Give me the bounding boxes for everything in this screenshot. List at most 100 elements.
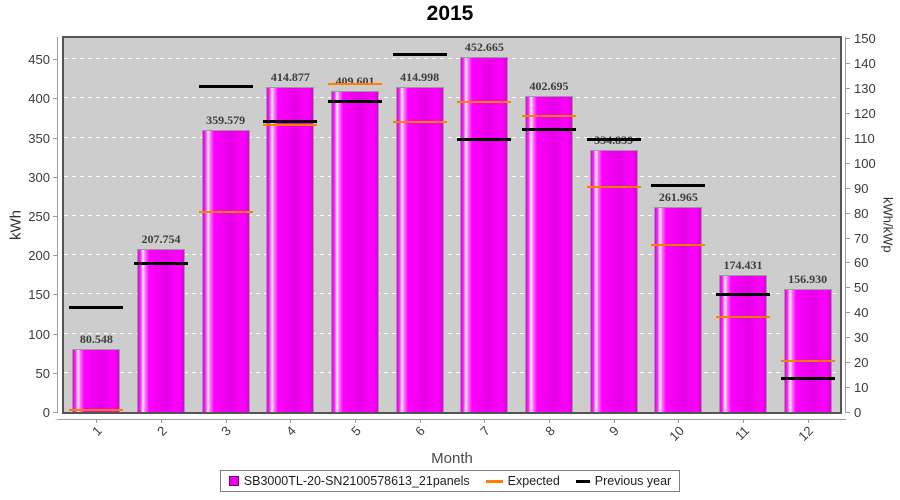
chart-title: 2015 [426, 2, 474, 25]
bar-month-6 [395, 86, 444, 412]
left-tickmark-300 [53, 176, 57, 178]
left-tickmark-50 [53, 372, 57, 374]
left-tickmark-250 [53, 216, 57, 217]
gridline-100 [64, 332, 840, 334]
right-tick-label-100: 100 [854, 155, 876, 171]
expected-line-month-5 [328, 82, 382, 85]
bar-month-5 [331, 90, 379, 412]
right-tick-label-30: 30 [854, 330, 869, 346]
bar-value-label-month-3: 359.579 [206, 113, 246, 128]
x-tick-label-2: 2 [153, 423, 170, 439]
bar-value-label-month-2: 207.754 [141, 232, 181, 247]
right-tick-label-50: 50 [854, 280, 869, 296]
legend-series-label: SB3000TL-20-SN2100578613_21panels [243, 474, 470, 488]
bar-value-label-month-8: 402.695 [529, 79, 569, 94]
right-tickmark-40 [846, 312, 850, 314]
expected-line-month-10 [651, 244, 706, 246]
x-tick-label-12: 12 [795, 423, 817, 444]
bar-month-1 [72, 348, 121, 412]
right-tickmark-150 [846, 38, 850, 39]
x-tick-label-6: 6 [412, 423, 429, 439]
bar-month-2 [137, 249, 185, 412]
expected-line-month-12 [780, 360, 835, 362]
bar-month-10 [654, 206, 703, 412]
left-tick-label-200: 200 [28, 248, 50, 264]
previous-year-line-month-9 [586, 137, 641, 141]
right-tick-label-20: 20 [854, 355, 869, 371]
expected-line-swatch-icon [485, 479, 503, 483]
right-axis-title: kWh/kWp [880, 197, 896, 253]
right-tick-label-40: 40 [854, 305, 869, 321]
previous-year-line-month-5 [328, 100, 382, 103]
bottom-axis-line [57, 419, 846, 420]
right-tickmark-80 [846, 212, 850, 214]
right-tickmark-120 [846, 112, 850, 114]
gridline-150 [64, 293, 840, 295]
expected-line-month-7 [457, 101, 512, 104]
left-tickmark-0 [53, 412, 57, 413]
right-tickmark-130 [846, 87, 850, 89]
x-tickmark-8 [549, 419, 550, 423]
x-tickmark-9 [613, 419, 615, 423]
left-tick-label-300: 300 [28, 169, 50, 185]
left-tick-label-50: 50 [35, 365, 50, 381]
right-tick-label-120: 120 [854, 105, 876, 121]
right-tick-label-140: 140 [854, 55, 876, 71]
right-tick-label-0: 0 [854, 405, 862, 420]
previous-year-line-month-2 [134, 261, 188, 265]
right-tick-label-130: 130 [854, 80, 876, 96]
expected-line-month-3 [198, 211, 253, 214]
gridline-300 [64, 175, 840, 177]
x-axis-title: Month [431, 450, 473, 467]
bar-value-label-month-10: 261.965 [658, 189, 698, 204]
right-tickmark-10 [846, 387, 850, 389]
right-tickmark-0 [846, 412, 850, 413]
x-tick-label-3: 3 [218, 423, 235, 439]
x-tickmark-4 [290, 419, 292, 423]
right-tickmark-90 [846, 187, 850, 189]
right-tick-label-90: 90 [854, 180, 869, 196]
previous-year-line-month-10 [651, 183, 706, 187]
previous-year-line-month-4 [263, 119, 318, 123]
legend-previous-label: Previous year [594, 474, 672, 488]
x-tickmark-10 [678, 419, 680, 423]
bar-value-label-month-1: 80.548 [79, 331, 113, 346]
x-tickmark-3 [225, 419, 227, 423]
gridline-50 [64, 371, 840, 373]
legend: SB3000TL-20-SN2100578613_21panels Expect… [219, 470, 681, 492]
x-tickmark-12 [807, 419, 809, 423]
x-tick-label-10: 10 [666, 423, 687, 444]
bar-value-label-month-12: 156.930 [788, 272, 828, 286]
gridline-250 [64, 214, 840, 216]
series-swatch-icon [228, 476, 239, 486]
bar-month-4 [266, 86, 315, 412]
legend-row: SB3000TL-20-SN2100578613_21panels Expect… [0, 470, 900, 492]
x-tickmark-5 [355, 419, 356, 423]
previous-year-line-month-7 [457, 138, 512, 142]
x-tickmark-7 [484, 419, 486, 423]
right-tick-label-60: 60 [854, 255, 869, 271]
right-tickmark-20 [846, 362, 850, 364]
left-tickmark-150 [53, 294, 57, 296]
right-tick-label-150: 150 [854, 31, 876, 46]
left-tickmark-100 [53, 333, 57, 335]
left-tick-label-150: 150 [28, 287, 50, 303]
left-tick-label-0: 0 [42, 405, 50, 420]
expected-line-month-8 [522, 115, 576, 118]
right-tickmark-140 [846, 62, 850, 64]
x-tick-label-1: 1 [89, 423, 105, 439]
legend-expected-label: Expected [507, 474, 560, 488]
bar-month-7 [460, 57, 509, 412]
gridline-350 [64, 136, 840, 138]
x-tick-label-4: 4 [283, 423, 299, 439]
bar-month-3 [201, 130, 250, 412]
bar-month-9 [589, 149, 638, 412]
left-tickmark-200 [53, 255, 57, 257]
previous-year-line-month-3 [198, 85, 253, 89]
left-tick-label-100: 100 [28, 326, 50, 342]
gridline-400 [64, 97, 840, 99]
x-tick-label-5: 5 [347, 423, 364, 439]
bar-value-label-month-7: 452.665 [464, 40, 504, 55]
expected-line-month-1 [69, 409, 124, 412]
x-tick-label-11: 11 [731, 423, 752, 444]
